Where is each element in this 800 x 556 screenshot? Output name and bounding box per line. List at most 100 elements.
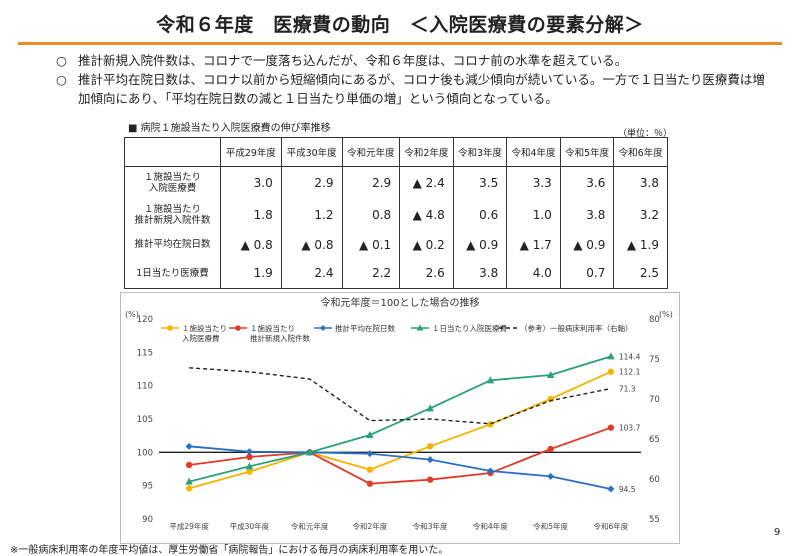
data-point	[547, 472, 555, 480]
bullet-list: ○ 推計新規入院件数は、コロナで一度落ち込んだが、令和６年度は、コロナ前の水準を…	[56, 51, 776, 108]
legend-label: 推計新規入院件数	[250, 333, 310, 343]
right-axis-tick-label: 80	[649, 315, 660, 325]
table-unit: （単位：％）	[618, 129, 673, 139]
data-point	[547, 445, 554, 453]
table-cell: 3.3	[506, 166, 561, 199]
legend-label: １施設当たり	[182, 323, 227, 333]
table-cell: 1.2	[280, 198, 343, 231]
legend-label: （参考）一般病床利用率（右軸）	[520, 323, 633, 333]
table-cell: ▲ 0.8	[220, 230, 282, 259]
footnote: ※一般病床利用率の年度平均値は、厚生労働省「病院報告」における毎月の病床利用率を…	[10, 545, 449, 556]
data-point	[305, 448, 314, 456]
table-cell: 3.2	[613, 198, 668, 231]
end-value-label: 112.1	[619, 368, 641, 377]
data-point	[486, 467, 494, 475]
x-axis-tick-label: 令和3年度	[413, 521, 448, 531]
table-header-cell: 令和4年度	[506, 137, 561, 167]
data-point	[607, 485, 615, 493]
right-axis-tick-label: 75	[649, 355, 660, 365]
series-line	[188, 355, 612, 483]
table-header-cell: 令和6年度	[613, 137, 668, 167]
table-row: 推計平均在院日数 ▲ 0.8 ▲ 0.8 ▲ 0.1 ▲ 0.2 ▲ 0.9 ▲…	[124, 230, 668, 259]
series-line	[188, 370, 612, 490]
bullet-mark: ○	[56, 53, 67, 68]
series-line	[189, 367, 612, 425]
left-axis-tick-label: 110	[137, 382, 153, 392]
legend-label: 入院医療費	[182, 333, 220, 343]
data-point	[246, 468, 253, 475]
end-value-label: 103.7	[619, 424, 641, 433]
data-point	[426, 443, 434, 450]
end-value-label: 94.5	[619, 485, 636, 494]
table-row-label: １施設当たり 推計新規入院件数	[124, 198, 221, 231]
data-point	[185, 442, 193, 450]
table-header-cell: 令和2年度	[399, 137, 454, 167]
legend-marker	[235, 325, 241, 331]
left-axis-tick-label: 100	[137, 448, 153, 458]
x-axis-tick-label: 令和5年度	[533, 521, 568, 531]
table-cell: ▲ 0.9	[559, 230, 615, 259]
table-cell: 1.0	[506, 198, 561, 231]
end-value-label: 114.4	[619, 352, 641, 361]
legend-label: １施設当たり	[250, 323, 295, 333]
series-line	[189, 426, 612, 485]
table-row-label: １施設当たり 入院医療費	[124, 166, 221, 199]
table-header-cell: 令和元年度	[341, 137, 401, 167]
right-axis-unit: (%)	[659, 310, 673, 319]
table-row-label: 1日当たり医療費	[124, 258, 221, 289]
x-axis-tick-label: 平成29年度	[169, 521, 209, 531]
right-axis-tick-label: 55	[649, 515, 660, 525]
data-point	[607, 424, 615, 431]
data-point	[426, 404, 434, 412]
index-line-chart: 令和元年度＝100とした場合の推移 (%) (%) 90 95 100 105 110 115 1…	[125, 296, 673, 531]
table-cell: 3.8	[613, 166, 668, 199]
bullet-text: 推計平均在院日数は、コロナ以前から短縮傾向にあるが、コロナ後も減少傾向が続いてい…	[78, 72, 765, 106]
x-axis-tick-label: 令和4年度	[473, 521, 508, 531]
data-point	[486, 376, 495, 384]
left-axis-tick-label: 90	[142, 515, 153, 525]
table-cell: 3.8	[559, 198, 615, 231]
legend-marker	[167, 325, 173, 331]
x-axis-tick-label: 令和6年度	[593, 521, 628, 531]
table-cell: ▲ 0.8	[280, 230, 343, 259]
table-header-cell: 令和3年度	[452, 137, 508, 167]
data-point	[426, 476, 434, 483]
table-header-row: 平成29年度 平成30年度 令和元年度 令和2年度 令和3年度 令和4年度 令和…	[124, 137, 668, 167]
left-axis-tick-label: 115	[137, 348, 153, 358]
page-title: 令和６年度 医療費の動向 ＜入院医療費の要素分解＞	[156, 14, 644, 36]
data-point	[366, 480, 374, 487]
chart-frame: 令和元年度＝100とした場合の推移 (%) (%) 90 95 100 105 110 115 1…	[120, 292, 680, 544]
series-line	[189, 445, 612, 490]
table-header-cell: 平成30年度	[280, 137, 343, 167]
data-point	[185, 477, 193, 485]
right-axis-tick-label: 60	[649, 475, 660, 485]
data-point	[246, 453, 253, 461]
data-point	[185, 485, 193, 492]
table-cell: 3.5	[452, 166, 508, 199]
table-cell: ▲ 2.4	[399, 166, 454, 199]
bullet-text: 推計新規入院件数は、コロナで一度落ち込んだが、令和６年度は、コロナ前の水準を超え…	[78, 53, 628, 68]
data-point	[366, 450, 374, 458]
table-cell: 2.5	[613, 258, 668, 289]
table-cell: 3.8	[452, 258, 508, 289]
table-cell: 2.9	[280, 166, 343, 199]
bullet-item: ○ 推計新規入院件数は、コロナで一度落ち込んだが、令和６年度は、コロナ前の水準を…	[56, 51, 776, 70]
title-underline	[18, 42, 782, 45]
table-cell: ▲ 1.7	[506, 230, 561, 259]
data-point	[245, 448, 253, 456]
data-point	[426, 456, 434, 464]
table-corner-cell	[124, 137, 221, 167]
table-cell: 2.6	[399, 258, 454, 289]
table-cell: 1.9	[220, 258, 282, 289]
bullet-mark: ○	[56, 72, 67, 87]
table-cell: 0.8	[341, 198, 401, 231]
end-value-label: 71.3	[619, 385, 636, 394]
right-axis-tick-label: 70	[649, 395, 660, 405]
table-cell: ▲ 0.2	[399, 230, 454, 259]
table-cell: 2.9	[341, 166, 401, 199]
table-cell: 1.8	[220, 198, 282, 231]
left-axis-tick-label: 120	[137, 315, 153, 325]
table-cell: 2.2	[341, 258, 401, 289]
table-cell: 4.0	[506, 258, 561, 289]
table-cell: ▲ 4.8	[399, 198, 454, 231]
